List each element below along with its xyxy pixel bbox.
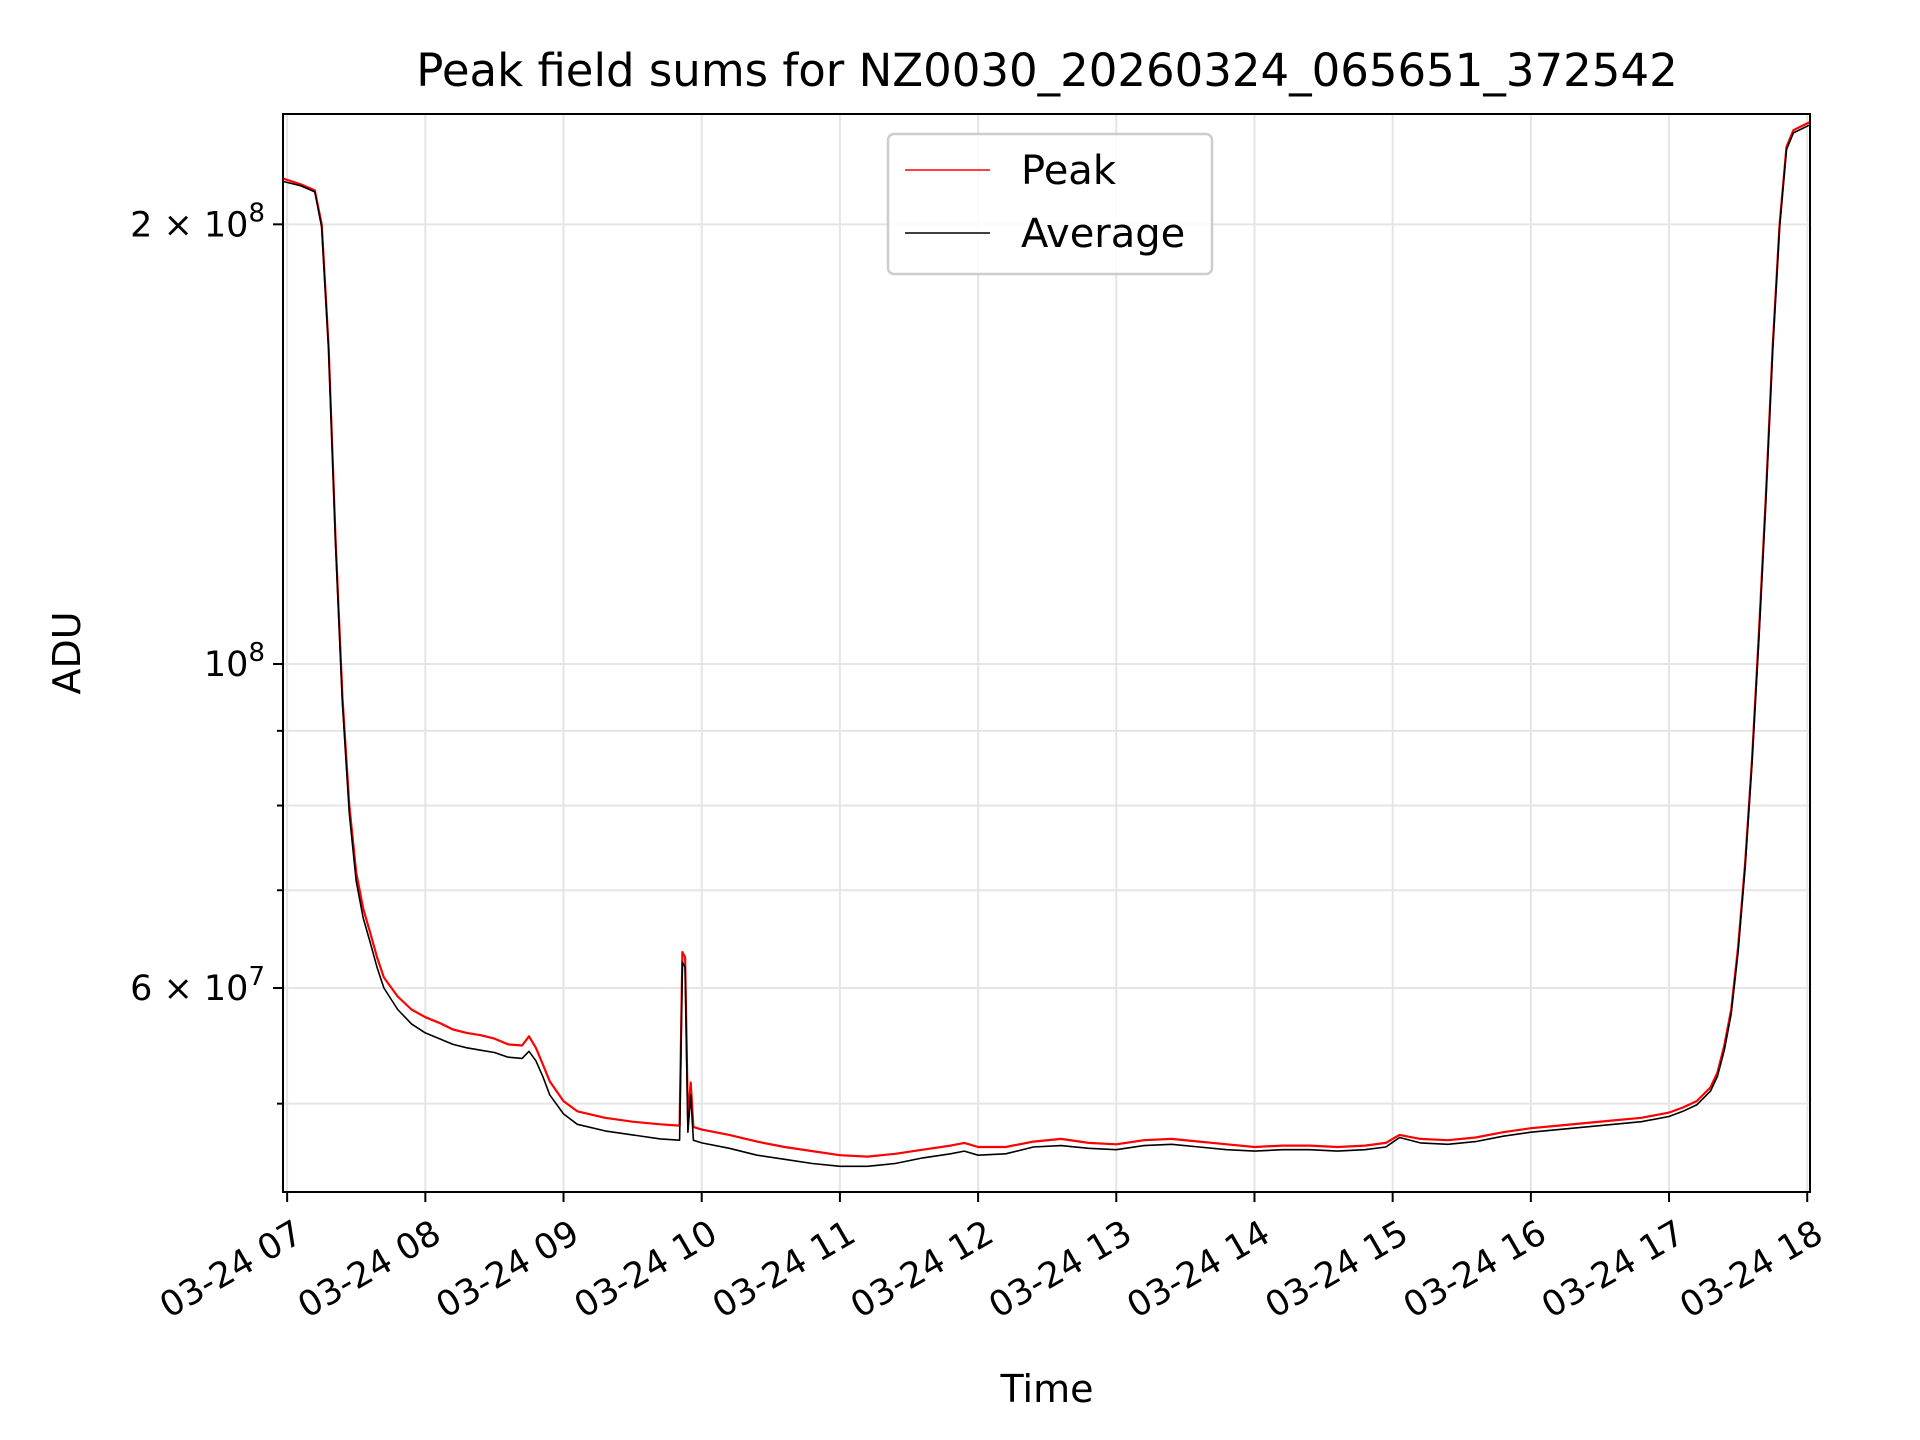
series-line-peak: [282, 121, 1811, 1158]
chart-title: Peak field sums for NZ0030_20260324_0656…: [416, 44, 1677, 97]
legend: Peak Average: [886, 132, 1214, 276]
series-line-average: [282, 124, 1811, 1168]
series-layer: [282, 121, 1811, 1168]
y-tick-label: 108: [204, 638, 265, 685]
legend-box: [886, 132, 1214, 276]
y-axis-label: ADU: [45, 611, 89, 694]
grid-layer: [283, 114, 1810, 1192]
x-axis-label: Time: [1000, 1367, 1094, 1411]
legend-label-average: Average: [1021, 211, 1185, 257]
y-tick-label: 6 × 107: [130, 962, 265, 1009]
y-tick-label: 2 × 108: [130, 198, 265, 245]
legend-label-peak: Peak: [1021, 148, 1117, 194]
plot-frame: [282, 113, 1811, 1193]
